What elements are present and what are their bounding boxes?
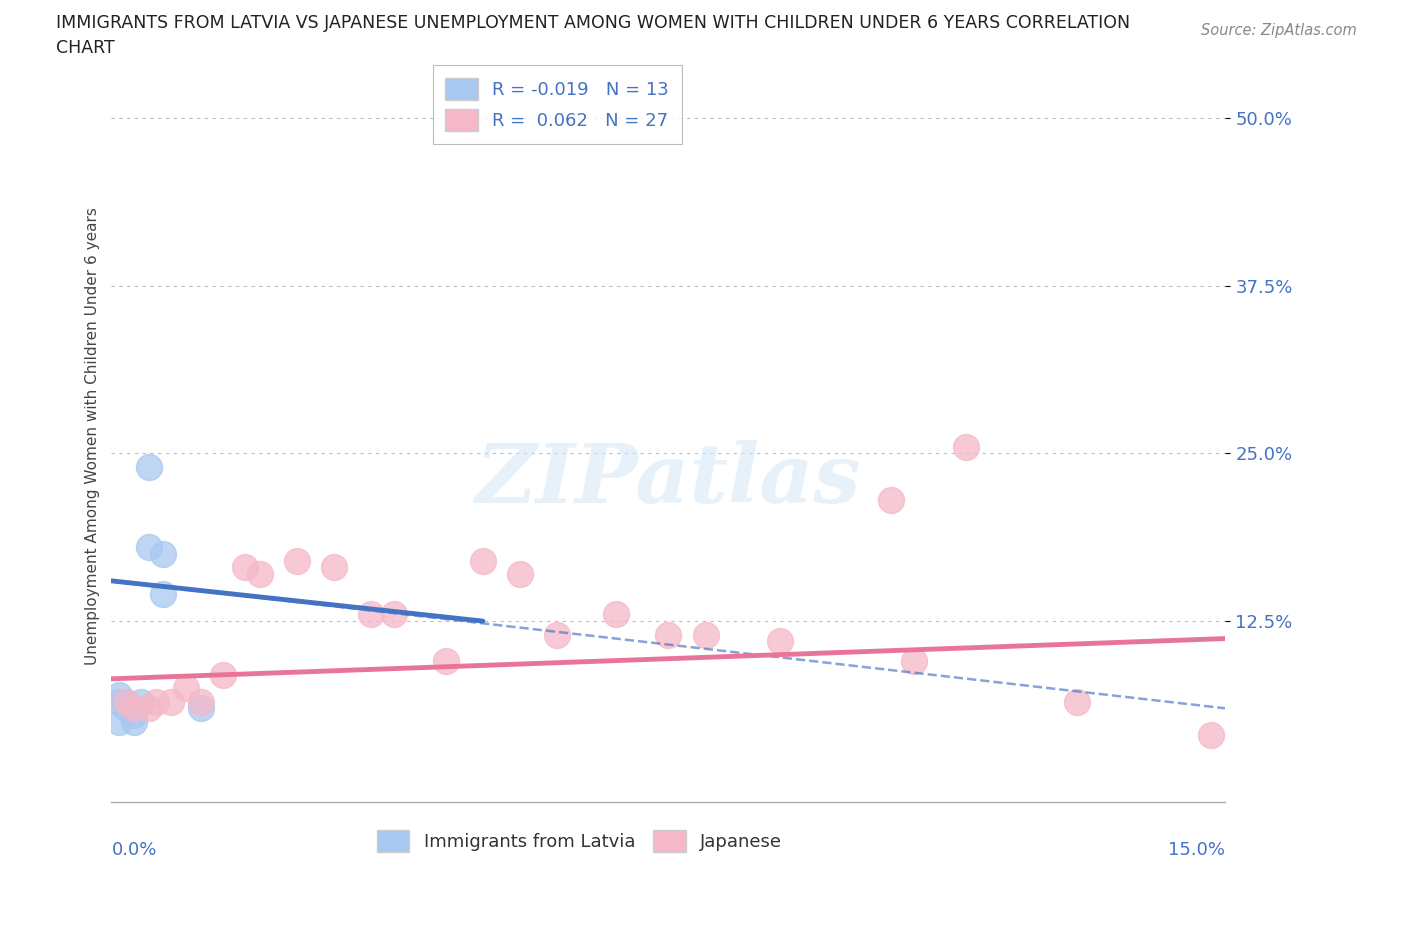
Point (152, 547, 174, 562)
Point (129, 694, 152, 709)
Point (509, 566, 531, 581)
Point (360, 607, 382, 622)
Point (249, 566, 271, 581)
Text: ZIPatlas: ZIPatlas (475, 441, 862, 521)
Point (122, 708, 145, 723)
Point (190, 694, 212, 709)
Point (159, 694, 181, 709)
Point (108, 714, 131, 729)
Point (382, 607, 405, 622)
Point (880, 493, 903, 508)
Point (657, 627, 679, 642)
Point (955, 439, 977, 454)
Point (233, 560, 256, 575)
Point (323, 560, 346, 575)
Legend: Immigrants from Latvia, Japanese: Immigrants from Latvia, Japanese (370, 823, 789, 859)
Point (903, 654, 925, 669)
Point (138, 459, 160, 474)
Point (145, 694, 167, 709)
Point (174, 681, 197, 696)
Text: CHART: CHART (56, 39, 115, 57)
Point (471, 553, 494, 568)
Point (546, 627, 568, 642)
Point (1066, 694, 1088, 709)
Point (695, 627, 717, 642)
Point (115, 694, 138, 709)
Point (152, 587, 174, 602)
Text: 15.0%: 15.0% (1168, 842, 1226, 859)
Point (211, 668, 233, 683)
Text: IMMIGRANTS FROM LATVIA VS JAPANESE UNEMPLOYMENT AMONG WOMEN WITH CHILDREN UNDER : IMMIGRANTS FROM LATVIA VS JAPANESE UNEMP… (56, 14, 1130, 32)
Point (434, 654, 457, 669)
Point (115, 694, 138, 709)
Point (1199, 728, 1222, 743)
Point (190, 701, 212, 716)
Point (108, 694, 131, 709)
Text: Source: ZipAtlas.com: Source: ZipAtlas.com (1201, 23, 1357, 38)
Point (122, 701, 145, 716)
Point (122, 714, 145, 729)
Point (285, 553, 308, 568)
Point (138, 539, 160, 554)
Y-axis label: Unemployment Among Women with Children Under 6 years: Unemployment Among Women with Children U… (86, 207, 100, 666)
Point (605, 607, 627, 622)
Point (115, 701, 138, 716)
Point (108, 687, 131, 702)
Text: 0.0%: 0.0% (111, 842, 157, 859)
Point (769, 634, 792, 649)
Point (138, 701, 160, 716)
